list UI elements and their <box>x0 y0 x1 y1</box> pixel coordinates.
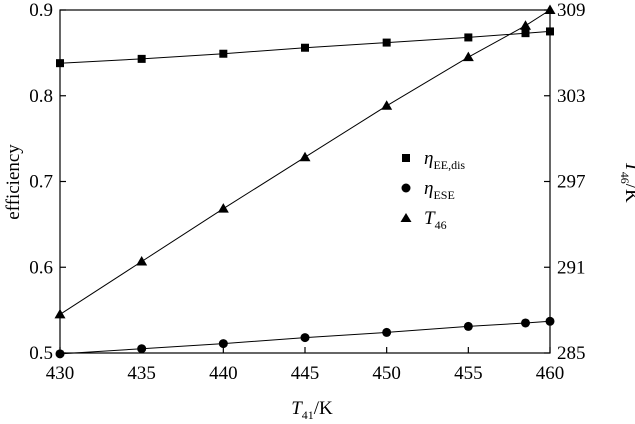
data-point-triangle <box>299 151 311 162</box>
x-tick-label: 440 <box>209 363 238 384</box>
legend-marker-t46 <box>400 213 412 222</box>
series-line-0 <box>59 30 551 64</box>
data-point-triangle <box>462 51 474 62</box>
data-point-circle <box>521 318 530 328</box>
right-y-tick-label: 291 <box>557 257 586 278</box>
series-layer <box>54 4 556 359</box>
legend-label-eta-ese: ηESE <box>424 178 455 202</box>
right-y-tick-label: 303 <box>557 86 586 107</box>
data-point-square <box>464 33 473 42</box>
data-point-square <box>56 59 64 68</box>
left-y-tick-label: 0.6 <box>29 257 53 278</box>
data-point-square <box>521 29 530 38</box>
right-y-tick-label: 297 <box>557 172 586 193</box>
legend: ηEE,dis ηESE T46 <box>400 148 465 232</box>
data-point-triangle <box>520 20 531 30</box>
data-point-square <box>382 38 391 47</box>
data-point-square <box>301 43 309 52</box>
x-tick-label: 450 <box>372 363 401 384</box>
left-y-axis-ticks: 0.5 0.6 0.7 0.8 0.9 <box>29 0 66 364</box>
data-point-circle <box>137 344 147 354</box>
data-point-circle <box>463 321 473 331</box>
data-point-square <box>219 49 228 58</box>
left-y-axis-title: efficiency <box>3 144 24 220</box>
left-y-tick-label: 0.8 <box>29 86 53 107</box>
plot-frame <box>59 9 551 354</box>
data-point-triangle <box>136 256 148 266</box>
left-y-tick-label: 0.5 <box>29 343 53 364</box>
data-point-circle <box>300 333 310 343</box>
data-point-circle <box>382 327 392 337</box>
right-y-axis-title: T46/K <box>618 161 635 203</box>
x-tick-label: 430 <box>46 363 75 384</box>
x-axis-title: T41/K <box>291 398 333 422</box>
data-point-triangle <box>381 100 393 110</box>
legend-label-eta-ee-dis: ηEE,dis <box>424 148 465 172</box>
x-tick-label: 445 <box>291 363 320 384</box>
data-point-circle <box>55 349 65 359</box>
right-y-tick-label: 309 <box>557 0 586 21</box>
data-point-triangle <box>217 203 229 213</box>
x-tick-label: 455 <box>454 363 483 384</box>
legend-label-t46: T46 <box>424 208 447 232</box>
data-point-triangle <box>544 4 556 14</box>
right-y-tick-label: 285 <box>557 343 586 364</box>
x-tick-label: 435 <box>127 363 156 384</box>
series-line-1 <box>59 320 551 355</box>
data-point-square <box>546 27 554 36</box>
data-point-triangle <box>54 308 66 319</box>
legend-marker-eta-ee-dis <box>402 154 410 162</box>
series-line-2 <box>59 9 551 315</box>
data-point-circle <box>545 316 555 326</box>
left-y-tick-label: 0.7 <box>29 172 53 193</box>
legend-marker-eta-ese <box>401 183 411 193</box>
data-point-square <box>137 54 146 63</box>
left-y-tick-label: 0.9 <box>29 0 53 21</box>
right-y-axis-ticks: 285 291 297 303 309 <box>544 0 586 364</box>
x-tick-label: 460 <box>536 363 565 384</box>
data-point-circle <box>218 339 228 349</box>
x-axis-ticks: 430 435 440 445 450 455 460 <box>46 347 565 384</box>
